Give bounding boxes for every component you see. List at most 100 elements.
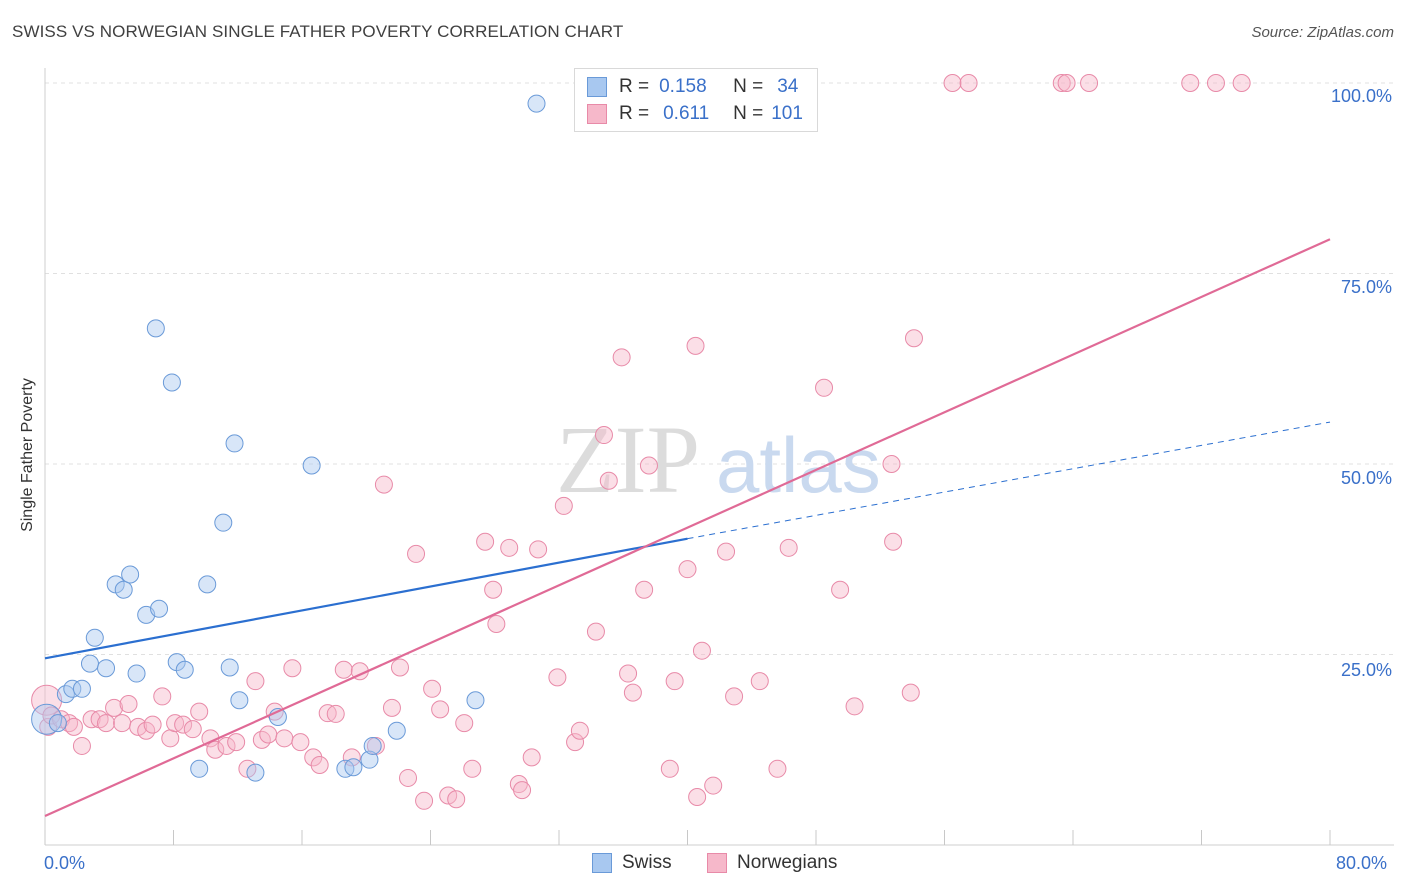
swiss-n-value: 34 [777, 76, 799, 97]
legend-row-swiss: R = 0.158 N = 34 [587, 74, 798, 100]
norwegians-n-value: 101 [771, 103, 803, 124]
legend-item-norwegians[interactable]: Norwegians [707, 852, 837, 874]
norwegians-point [183, 720, 202, 739]
norwegians-point [259, 725, 278, 744]
norwegians-point [119, 695, 138, 714]
norwegians-n-label: N = [733, 103, 764, 124]
norwegians-point [326, 704, 345, 723]
norwegians-point [884, 532, 903, 551]
norwegians-point [415, 791, 434, 810]
swiss-point [127, 664, 146, 683]
norwegians-point [1206, 74, 1225, 92]
swiss-point [97, 659, 116, 678]
norwegians-point [407, 544, 426, 563]
norwegians-point [463, 759, 482, 778]
swiss-point [48, 714, 67, 733]
swiss-point [72, 679, 91, 698]
swiss-points [31, 94, 546, 782]
norwegians-point [113, 714, 132, 733]
norwegians-point [692, 641, 711, 660]
swiss-legend-label: Swiss [622, 852, 672, 873]
norwegians-point [174, 715, 193, 734]
norwegians-point [665, 672, 684, 691]
norwegians-point [374, 475, 393, 494]
norwegians-point [599, 471, 618, 490]
swiss-point [162, 373, 181, 392]
norwegians-point [487, 615, 506, 634]
norwegians-points [31, 74, 1251, 810]
source-label: Source: ZipAtlas.com [1251, 24, 1394, 41]
swiss-point [150, 599, 169, 618]
norwegians-point [619, 664, 638, 683]
norwegians-point [283, 659, 302, 678]
norwegians-point [639, 456, 658, 475]
norwegians-point [161, 729, 180, 748]
norwegians-point [529, 540, 548, 559]
swiss-point [85, 628, 104, 647]
swiss-point [466, 691, 485, 710]
norwegians-point [513, 781, 532, 800]
norwegians-point [97, 714, 116, 733]
swiss-trend-line [44, 537, 688, 660]
y-tick-25: 25.0% [1340, 660, 1392, 680]
norwegians-point [72, 736, 91, 755]
swiss-point [387, 721, 406, 740]
watermark-atlas: atlas [716, 421, 881, 509]
swiss-point [225, 434, 244, 453]
norwegians-point [750, 672, 769, 691]
watermark: ZIP atlas [556, 406, 881, 513]
swiss-point [146, 319, 165, 338]
x-tick-max: 80.0% [1336, 853, 1388, 873]
swiss-point [527, 94, 546, 113]
norwegians-r-label: R = [619, 103, 650, 124]
swiss-point [175, 660, 194, 679]
norwegians-point [1181, 74, 1200, 92]
norwegians-point [275, 729, 294, 748]
norwegians-point [554, 496, 573, 515]
norwegians-point [725, 687, 744, 706]
swiss-point [198, 575, 217, 594]
norwegians-point [901, 683, 920, 702]
swiss-point [360, 750, 379, 769]
swiss-point [121, 565, 140, 584]
norwegians-point [217, 736, 236, 755]
swiss-point [344, 758, 363, 777]
norwegians-point [1232, 74, 1251, 92]
swiss-point [220, 658, 239, 677]
gridlines [45, 82, 1394, 655]
swiss-r-value: 0.158 [659, 76, 707, 97]
swiss-point [114, 580, 133, 599]
norwegians-point [390, 658, 409, 677]
swiss-point [31, 703, 63, 735]
legend-row-norwegians: R = 0.611 N = 101 [587, 101, 803, 127]
norwegians-point [779, 538, 798, 557]
norwegians-point [686, 336, 705, 355]
norwegians-point [548, 668, 567, 687]
norwegians-point [1057, 74, 1076, 92]
y-tick-75: 75.0% [1340, 277, 1392, 297]
norwegians-legend-label: Norwegians [737, 852, 838, 873]
norwegians-point [660, 759, 679, 778]
norwegians-point [455, 714, 474, 733]
norwegians-point [717, 542, 736, 561]
norwegians-point [704, 776, 723, 795]
swiss-point [246, 763, 265, 782]
norwegians-point [190, 702, 209, 721]
legend-item-swiss[interactable]: Swiss [592, 852, 672, 874]
norwegians-point [688, 787, 707, 806]
norwegians-point [206, 740, 225, 759]
norwegians-trend-line [44, 238, 1331, 818]
norwegians-point [586, 622, 605, 641]
norwegians-point [522, 748, 541, 767]
swiss-point [230, 691, 249, 710]
series-legend: Swiss Norwegians [0, 852, 1406, 878]
norwegians-point [153, 687, 172, 706]
norwegians-point [310, 755, 329, 774]
swiss-trend-extension [687, 421, 1331, 540]
swiss-point [190, 759, 209, 778]
x-tick-min: 0.0% [44, 853, 86, 873]
norwegians-point [1080, 74, 1099, 92]
norwegians-point [484, 580, 503, 599]
norwegians-point [768, 759, 787, 778]
norwegians-point [143, 715, 162, 734]
